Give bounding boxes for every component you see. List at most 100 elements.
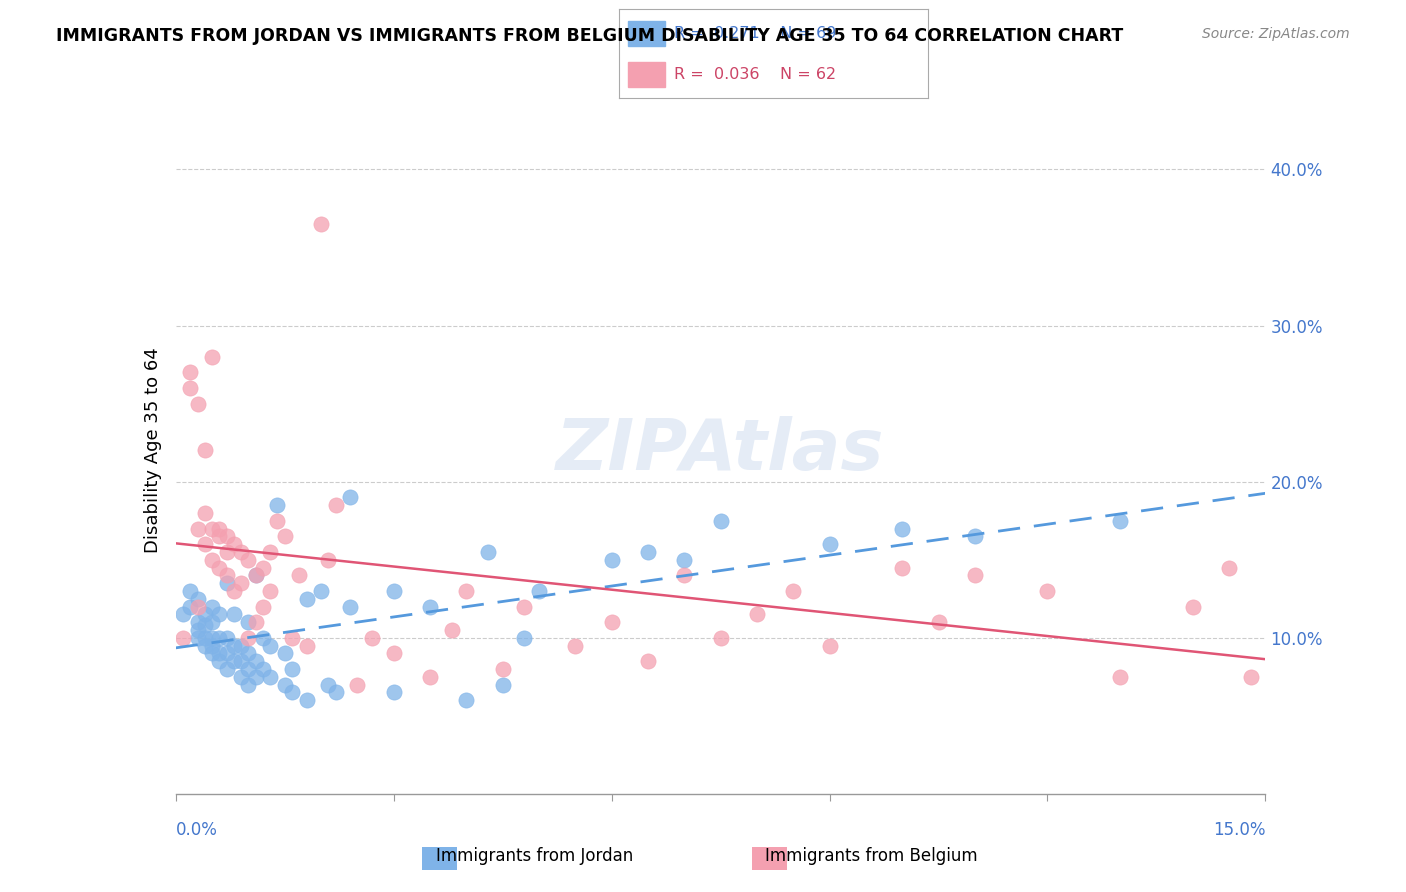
Point bbox=[179, 381, 201, 395]
Point bbox=[339, 599, 361, 614]
Point bbox=[325, 685, 347, 699]
Point bbox=[194, 618, 217, 632]
Point bbox=[1036, 583, 1059, 598]
Point bbox=[710, 631, 733, 645]
Point bbox=[288, 568, 311, 582]
Point bbox=[673, 552, 696, 567]
Point bbox=[274, 529, 297, 543]
Point bbox=[194, 639, 217, 653]
Point bbox=[339, 490, 361, 504]
Point bbox=[172, 607, 194, 622]
Text: 15.0%: 15.0% bbox=[1213, 822, 1265, 839]
FancyBboxPatch shape bbox=[628, 62, 665, 87]
Point bbox=[215, 545, 238, 559]
Point bbox=[259, 670, 281, 684]
Point bbox=[194, 631, 217, 645]
Point bbox=[963, 568, 986, 582]
Point bbox=[527, 583, 550, 598]
Point bbox=[891, 560, 914, 574]
Point bbox=[201, 639, 224, 653]
Point bbox=[274, 646, 297, 660]
Point bbox=[215, 568, 238, 582]
Point bbox=[382, 685, 405, 699]
Point bbox=[208, 521, 231, 535]
Text: Source: ZipAtlas.com: Source: ZipAtlas.com bbox=[1202, 27, 1350, 41]
Point bbox=[208, 646, 231, 660]
Point bbox=[456, 693, 478, 707]
Point bbox=[201, 646, 224, 660]
Point bbox=[186, 521, 209, 535]
Text: R =  0.036    N = 62: R = 0.036 N = 62 bbox=[675, 68, 837, 82]
Point bbox=[179, 599, 201, 614]
Point bbox=[318, 552, 340, 567]
Point bbox=[564, 639, 586, 653]
Point bbox=[222, 537, 245, 551]
Point bbox=[222, 583, 245, 598]
Point bbox=[1109, 514, 1132, 528]
Point bbox=[245, 568, 267, 582]
Point bbox=[201, 615, 224, 630]
Point bbox=[928, 615, 950, 630]
Point bbox=[179, 366, 201, 380]
Point bbox=[252, 631, 274, 645]
Point bbox=[186, 599, 209, 614]
Point bbox=[201, 599, 224, 614]
Point bbox=[295, 693, 318, 707]
Y-axis label: Disability Age 35 to 64: Disability Age 35 to 64 bbox=[143, 348, 162, 553]
Point bbox=[208, 607, 231, 622]
Point bbox=[194, 537, 217, 551]
Point bbox=[208, 654, 231, 668]
Point bbox=[600, 615, 623, 630]
Point bbox=[231, 654, 253, 668]
Point bbox=[194, 506, 217, 520]
Point bbox=[186, 623, 209, 637]
Point bbox=[208, 560, 231, 574]
Point bbox=[222, 639, 245, 653]
Point bbox=[186, 615, 209, 630]
Point bbox=[281, 685, 304, 699]
Point bbox=[231, 576, 253, 591]
Point bbox=[477, 545, 499, 559]
Point bbox=[274, 678, 297, 692]
Point bbox=[231, 639, 253, 653]
Point bbox=[252, 662, 274, 676]
Point bbox=[215, 631, 238, 645]
Point bbox=[238, 646, 260, 660]
Point bbox=[492, 678, 515, 692]
Point bbox=[238, 615, 260, 630]
Point bbox=[238, 552, 260, 567]
Point bbox=[818, 639, 841, 653]
Point bbox=[346, 678, 368, 692]
Point bbox=[201, 631, 224, 645]
Point bbox=[637, 545, 659, 559]
Point bbox=[201, 350, 224, 364]
Point bbox=[259, 583, 281, 598]
Point bbox=[295, 639, 318, 653]
Point bbox=[281, 631, 304, 645]
Point bbox=[252, 560, 274, 574]
Point bbox=[208, 631, 231, 645]
Point bbox=[266, 514, 288, 528]
Point bbox=[456, 583, 478, 598]
Point bbox=[266, 498, 288, 512]
Point bbox=[295, 591, 318, 606]
Point bbox=[238, 662, 260, 676]
Text: Immigrants from Belgium: Immigrants from Belgium bbox=[765, 847, 979, 865]
Point bbox=[513, 599, 536, 614]
Point bbox=[179, 583, 201, 598]
Point bbox=[245, 568, 267, 582]
Point bbox=[222, 607, 245, 622]
Point bbox=[194, 443, 217, 458]
Point bbox=[222, 654, 245, 668]
Point bbox=[382, 646, 405, 660]
Point bbox=[186, 591, 209, 606]
FancyBboxPatch shape bbox=[628, 21, 665, 46]
Point bbox=[637, 654, 659, 668]
Point bbox=[382, 583, 405, 598]
Point bbox=[186, 631, 209, 645]
Point bbox=[782, 583, 804, 598]
Point bbox=[963, 529, 986, 543]
Point bbox=[238, 678, 260, 692]
Point bbox=[215, 529, 238, 543]
Point bbox=[318, 678, 340, 692]
